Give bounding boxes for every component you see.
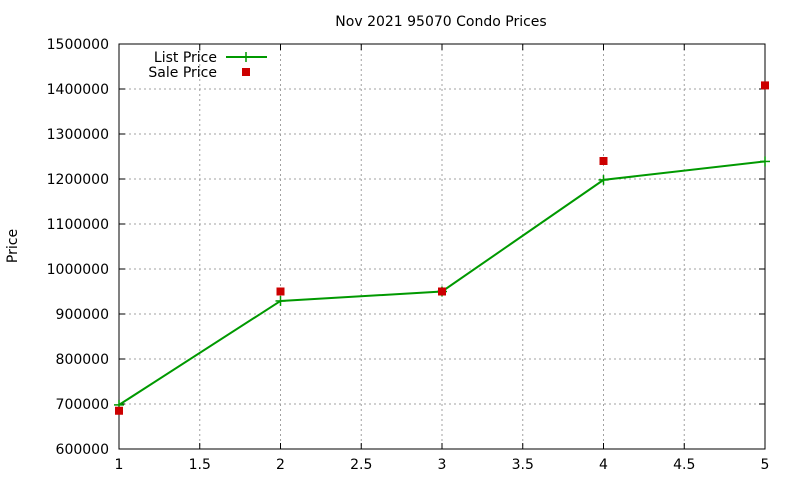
data-point (599, 157, 608, 165)
series-line (118, 160, 766, 406)
legend-marker (242, 68, 250, 76)
legend-entry: Sale Price (148, 65, 250, 81)
legend-marker (241, 52, 251, 62)
y-tick-label: 1400000 (47, 82, 109, 98)
data-point (275, 295, 286, 306)
y-tick-label: 600000 (56, 442, 109, 458)
x-tick-label: 4 (599, 457, 608, 473)
data-point (598, 174, 609, 185)
y-tick-label: 1200000 (47, 172, 109, 188)
y-tick-label: 1000000 (47, 262, 109, 278)
grid (118, 43, 766, 450)
plot-frame (118, 43, 766, 450)
x-tick-label: 2 (276, 457, 285, 473)
x-tick-label: 3.5 (512, 457, 534, 473)
y-tick-label: 900000 (56, 307, 109, 323)
y-tick-label: 1300000 (47, 127, 109, 143)
x-tick-label: 3 (438, 457, 447, 473)
y-tick-label: 1100000 (47, 217, 109, 233)
y-axis-label: Price (5, 229, 21, 263)
y-tick-label: 800000 (56, 352, 109, 368)
series-1 (115, 81, 769, 415)
chart-title: Nov 2021 95070 Condo Prices (335, 14, 546, 30)
x-axis-ticks: 1 1.5 2 2.5 3 3.5 4 4.5 5 (115, 44, 770, 473)
x-tick-label: 4.5 (673, 457, 695, 473)
x-tick-label: 2.5 (350, 457, 372, 473)
x-tick-label: 1 (115, 457, 124, 473)
data-point (115, 406, 123, 415)
data-point (761, 81, 769, 90)
data-point (276, 287, 285, 296)
legend-label: Sale Price (148, 65, 217, 81)
series-layer (114, 81, 770, 415)
x-tick-label: 1.5 (189, 457, 211, 473)
legend-entry: List Price (154, 50, 267, 66)
x-tick-label: 5 (761, 457, 770, 473)
y-tick-label: 700000 (56, 397, 109, 413)
data-point (438, 287, 446, 296)
data-point (760, 156, 770, 167)
y-tick-label: 1500000 (47, 37, 109, 53)
y-axis-ticks: 600000 700000 800000 900000 1000000 1100000 12… (47, 37, 765, 458)
legend-label: List Price (154, 50, 217, 66)
